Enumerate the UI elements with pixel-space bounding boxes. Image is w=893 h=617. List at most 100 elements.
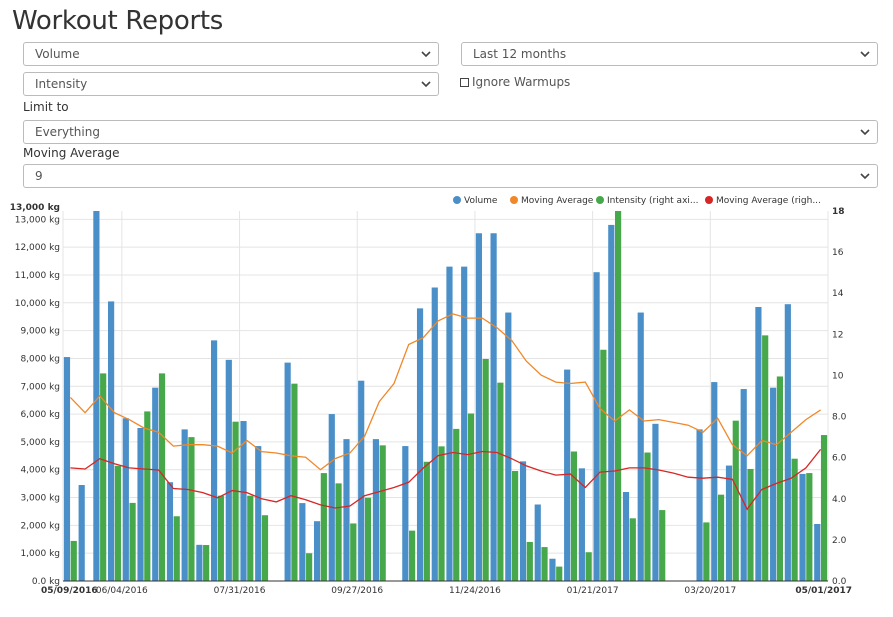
- y-left-max-label: 13,000 kg: [10, 203, 60, 213]
- x-tick-label: 07/31/2016: [214, 586, 266, 596]
- volume-bar: [431, 287, 438, 581]
- limit-to-label: Limit to: [23, 100, 69, 114]
- intensity-bar: [526, 541, 533, 581]
- ignore-warmups-checkbox[interactable]: [460, 77, 469, 87]
- volume-bar: [181, 429, 188, 581]
- time-range-select[interactable]: Last 12 months: [461, 42, 878, 66]
- x-tick-label: 05/09/2016: [41, 586, 98, 596]
- chevron-down-icon: [421, 81, 431, 88]
- intensity-bar: [261, 515, 269, 581]
- volume-bar: [652, 423, 659, 581]
- volume-bar: [578, 468, 585, 581]
- y-left-tick-label: 4,000 kg: [20, 466, 60, 476]
- volume-bar: [696, 429, 703, 581]
- y-left-tick-label: 0.0 kg: [32, 577, 60, 587]
- volume-bar: [446, 266, 453, 581]
- intensity-bar: [776, 376, 783, 581]
- volume-bar: [328, 414, 335, 581]
- legend-marker: [705, 196, 713, 204]
- volume-bar: [78, 485, 85, 581]
- y-left-tick-label: 1,000 kg: [20, 549, 60, 559]
- intensity-bar: [541, 547, 548, 581]
- volume-bar: [108, 301, 115, 581]
- volume-bar: [284, 362, 291, 581]
- intensity-bar: [114, 465, 121, 581]
- intensity-bar: [70, 540, 77, 581]
- intensity-bar: [173, 516, 180, 581]
- intensity-bar: [203, 545, 210, 581]
- limit-to-value: Everything: [35, 125, 100, 139]
- volume-bar: [152, 387, 159, 581]
- intensity-bar: [100, 373, 107, 581]
- intensity-bar: [438, 446, 445, 581]
- intensity-bar: [762, 335, 769, 581]
- y-left-tick-label: 8,000 kg: [20, 354, 60, 364]
- volume-bar: [313, 521, 321, 581]
- intensity-bar: [291, 383, 298, 581]
- y-right-tick-label: 16: [832, 248, 844, 258]
- workout-chart: 0.0 kg 1,000 kg 2,000 kg 3,000 kg 4,000 kg 5,…: [10, 196, 852, 596]
- volume-bar: [564, 369, 571, 581]
- intensity-bar: [144, 411, 151, 581]
- page-title: Workout Reports: [12, 6, 223, 36]
- primary-metric-value: Volume: [35, 47, 80, 61]
- volume-bar: [784, 304, 791, 581]
- volume-bar: [593, 272, 600, 581]
- intensity-bar: [556, 566, 563, 581]
- intensity-bar: [703, 522, 710, 581]
- legend-marker: [596, 196, 604, 204]
- intensity-bar: [320, 473, 327, 581]
- primary-metric-select[interactable]: Volume: [23, 42, 439, 66]
- y-left-tick-label: 7,000 kg: [20, 382, 60, 392]
- volume-bar: [196, 544, 203, 581]
- volume-bar: [549, 558, 556, 581]
- volume-bar: [63, 357, 71, 581]
- intensity-bar: [659, 510, 666, 581]
- volume-bar: [711, 382, 718, 581]
- volume-moving-average-line: [69, 313, 821, 471]
- volume-bar: [725, 465, 733, 581]
- x-tick-label: 03/20/2017: [684, 586, 736, 596]
- y-right-tick-label: 4.0: [832, 495, 847, 505]
- intensity-bar: [188, 437, 195, 581]
- intensity-bar: [820, 435, 828, 581]
- chevron-down-icon: [860, 129, 870, 136]
- volume-bar: [519, 461, 527, 581]
- volume-bar: [608, 224, 615, 581]
- intensity-moving-average-line: [70, 448, 822, 511]
- intensity-bar: [497, 382, 504, 581]
- secondary-metric-select[interactable]: Intensity: [23, 72, 439, 96]
- limit-to-select[interactable]: Everything: [23, 120, 878, 144]
- intensity-bar: [335, 483, 342, 581]
- intensity-bar: [379, 445, 386, 581]
- ignore-warmups-label: Ignore Warmups: [472, 75, 571, 89]
- intensity-bar: [453, 428, 460, 581]
- volume-bar: [740, 389, 747, 581]
- volume-bar: [461, 266, 468, 581]
- y-left-tick-label: 11,000 kg: [15, 271, 60, 281]
- volume-bar: [505, 312, 512, 581]
- intensity-bar: [364, 497, 372, 581]
- y-left-tick-label: 9,000 kg: [20, 327, 60, 337]
- legend-label: Intensity (right axi...: [607, 196, 698, 206]
- y-right-tick-label: 10: [832, 371, 844, 381]
- volume-bar: [490, 233, 497, 581]
- volume-bar: [255, 446, 262, 581]
- moving-average-select[interactable]: 9: [23, 164, 878, 188]
- x-tick-label: 05/01/2017: [795, 586, 852, 596]
- intensity-bar: [158, 373, 166, 581]
- volume-bar: [137, 427, 144, 581]
- volume-bar: [637, 312, 644, 581]
- intensity-bar: [423, 461, 430, 581]
- chevron-down-icon: [860, 51, 870, 58]
- y-left-tick-label: 5,000 kg: [20, 438, 60, 448]
- ignore-warmups-toggle[interactable]: Ignore Warmups: [460, 75, 570, 89]
- intensity-bar: [129, 502, 136, 581]
- chevron-down-icon: [421, 51, 431, 58]
- y-left-tick-label: 2,000 kg: [20, 521, 60, 531]
- secondary-metric-value: Intensity: [35, 77, 88, 91]
- chevron-down-icon: [860, 173, 870, 180]
- moving-average-label: Moving Average: [23, 146, 120, 160]
- y-left-tick-label: 12,000 kg: [15, 243, 60, 253]
- intensity-bar: [217, 495, 224, 581]
